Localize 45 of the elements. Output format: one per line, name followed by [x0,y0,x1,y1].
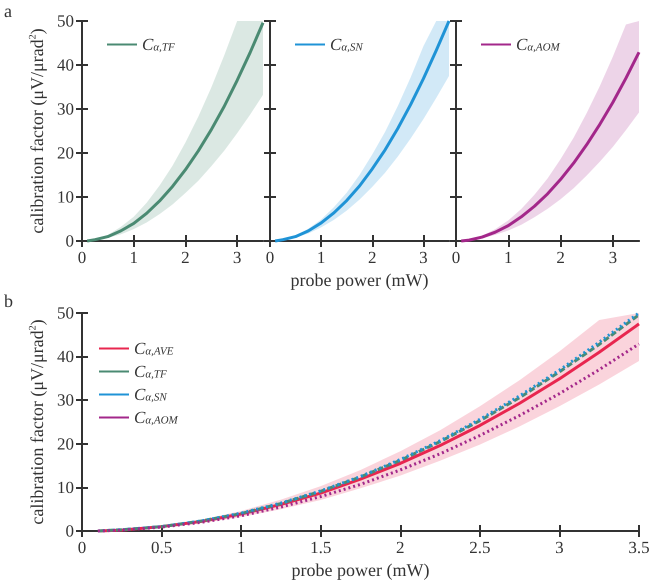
x-tick-label: 3 [608,248,618,267]
y-tick-label: 30 [57,390,74,410]
x-tick-label: 1 [129,248,138,267]
legend-label: Cα,TF [134,362,167,381]
x-tick-label: 0 [452,248,460,267]
x-axis-title: probe power (mW) [292,560,430,580]
y-axis-title: calibration factor (μV/μrad2) [27,319,48,525]
x-tick-label: 1 [236,538,246,557]
y-tick-label: 20 [57,144,74,162]
legend-label: Cα,AOM [516,35,561,54]
legend-label: Cα,SN [134,385,168,404]
x-tick-label: 0 [266,248,274,267]
y-tick-label: 50 [57,12,74,30]
y-tick-label: 50 [57,304,74,322]
y-tick-label: 30 [57,100,74,118]
x-tick-label: 1.5 [310,538,332,557]
legend-label: Cα,TF [142,35,175,54]
x-tick-label: 0 [78,248,86,267]
y-tick-label: 40 [57,347,74,366]
x-tick-label: 2 [556,248,565,267]
x-tick-label: 1 [316,248,326,267]
x-tick-label: 2 [368,248,377,267]
y-tick-label: 10 [57,478,74,497]
text: b [4,291,13,311]
y-tick-label: 0 [66,232,74,250]
x-tick-label: 0 [78,538,86,557]
y-tick-label: 40 [57,56,74,74]
x-tick-label: 0.5 [150,538,172,557]
x-tick-label: 3 [555,538,564,557]
legend-label: Cα,AOM [134,408,179,427]
x-tick-label: 3 [419,248,428,267]
y-tick-label: 20 [57,434,74,454]
x-tick-label: 2 [396,538,405,557]
y-tick-label: 0 [66,522,74,540]
legend-label: Cα,AVE [134,339,174,358]
x-tick-label: 3.5 [628,538,650,557]
x-tick-label: 2.5 [469,538,490,557]
x-tick-label: 3 [232,248,242,267]
text: a [4,1,12,21]
x-tick-label: 2 [181,248,190,267]
x-tick-label: 1 [504,248,513,267]
y-tick-label: 10 [57,188,74,206]
x-axis-title: probe power (mW) [290,270,428,290]
legend-label: Cα,SN [330,35,364,54]
y-axis-title: calibration factor (μV/μrad2) [27,28,48,234]
